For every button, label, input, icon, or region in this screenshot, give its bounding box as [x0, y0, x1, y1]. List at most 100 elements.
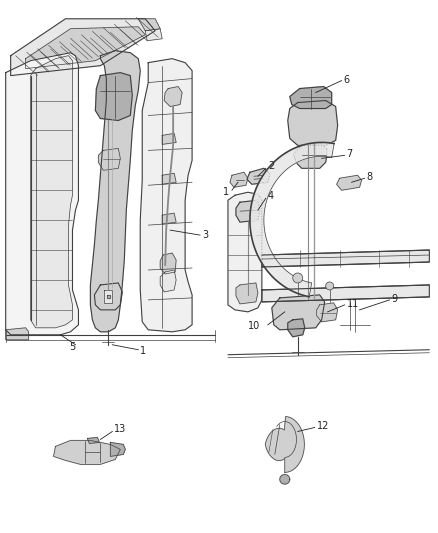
- Polygon shape: [276, 269, 286, 282]
- Polygon shape: [90, 51, 140, 332]
- Polygon shape: [110, 442, 125, 456]
- Polygon shape: [317, 142, 320, 157]
- Polygon shape: [95, 283, 122, 310]
- Polygon shape: [337, 175, 361, 190]
- Polygon shape: [268, 262, 280, 274]
- Polygon shape: [266, 260, 278, 271]
- Polygon shape: [253, 238, 267, 245]
- Polygon shape: [162, 213, 176, 224]
- Polygon shape: [261, 254, 274, 264]
- Polygon shape: [262, 285, 429, 302]
- Text: 9: 9: [392, 294, 398, 304]
- Polygon shape: [280, 474, 290, 484]
- Polygon shape: [288, 319, 305, 337]
- Polygon shape: [271, 163, 283, 175]
- Polygon shape: [228, 192, 262, 312]
- Polygon shape: [311, 143, 316, 157]
- Text: 5: 5: [69, 342, 76, 352]
- Polygon shape: [282, 154, 292, 167]
- Polygon shape: [251, 231, 265, 236]
- Polygon shape: [276, 159, 286, 172]
- Polygon shape: [267, 167, 279, 179]
- Polygon shape: [95, 72, 132, 120]
- Polygon shape: [322, 142, 325, 157]
- Polygon shape: [320, 142, 323, 156]
- Polygon shape: [262, 174, 275, 184]
- Polygon shape: [164, 86, 182, 107]
- Polygon shape: [6, 53, 78, 335]
- Polygon shape: [296, 279, 303, 294]
- Polygon shape: [307, 282, 311, 297]
- Polygon shape: [280, 155, 290, 168]
- Polygon shape: [285, 275, 294, 289]
- Polygon shape: [329, 143, 334, 157]
- Polygon shape: [251, 202, 265, 208]
- Text: 1: 1: [140, 346, 146, 356]
- Polygon shape: [6, 328, 28, 340]
- Polygon shape: [253, 196, 267, 203]
- Text: 6: 6: [343, 75, 350, 85]
- Polygon shape: [104, 290, 112, 303]
- Polygon shape: [256, 245, 269, 253]
- Polygon shape: [252, 199, 266, 205]
- Polygon shape: [314, 142, 318, 157]
- Polygon shape: [25, 27, 145, 69]
- Polygon shape: [254, 240, 268, 248]
- Polygon shape: [269, 165, 281, 176]
- Polygon shape: [270, 264, 281, 276]
- Polygon shape: [251, 205, 265, 211]
- Text: 11: 11: [346, 299, 359, 309]
- Polygon shape: [309, 143, 314, 157]
- Polygon shape: [264, 259, 277, 269]
- Polygon shape: [297, 146, 304, 160]
- Polygon shape: [290, 86, 332, 109]
- Polygon shape: [293, 279, 300, 293]
- Polygon shape: [278, 271, 289, 284]
- Polygon shape: [88, 438, 99, 443]
- Polygon shape: [298, 280, 305, 295]
- Polygon shape: [259, 252, 273, 262]
- Polygon shape: [272, 295, 325, 330]
- Polygon shape: [257, 185, 270, 193]
- Polygon shape: [250, 214, 264, 218]
- Polygon shape: [251, 228, 265, 233]
- Polygon shape: [250, 217, 264, 221]
- Polygon shape: [107, 295, 110, 298]
- Polygon shape: [262, 256, 276, 266]
- Text: 13: 13: [114, 424, 127, 434]
- Polygon shape: [258, 182, 271, 191]
- Text: 3: 3: [202, 230, 208, 240]
- Polygon shape: [295, 147, 302, 161]
- Polygon shape: [250, 223, 264, 227]
- Polygon shape: [294, 143, 328, 168]
- Polygon shape: [301, 281, 307, 295]
- Polygon shape: [283, 274, 292, 287]
- Polygon shape: [254, 193, 268, 200]
- Polygon shape: [262, 250, 429, 267]
- Text: 8: 8: [367, 172, 373, 182]
- Polygon shape: [304, 282, 309, 296]
- Polygon shape: [162, 173, 176, 184]
- Polygon shape: [257, 247, 270, 256]
- Polygon shape: [280, 272, 290, 286]
- Text: 1: 1: [223, 187, 229, 197]
- Polygon shape: [288, 101, 338, 146]
- Polygon shape: [250, 221, 264, 223]
- Polygon shape: [264, 172, 276, 182]
- Polygon shape: [254, 243, 268, 251]
- Polygon shape: [236, 200, 260, 222]
- Polygon shape: [290, 278, 298, 292]
- Polygon shape: [160, 270, 176, 292]
- Polygon shape: [300, 145, 307, 159]
- Polygon shape: [265, 417, 304, 472]
- Polygon shape: [251, 208, 265, 213]
- Polygon shape: [251, 233, 265, 239]
- Polygon shape: [287, 150, 296, 164]
- Polygon shape: [254, 190, 268, 198]
- Polygon shape: [327, 143, 331, 157]
- Text: 4: 4: [268, 191, 274, 201]
- Polygon shape: [265, 169, 278, 181]
- Polygon shape: [236, 283, 258, 304]
- Polygon shape: [278, 157, 288, 170]
- Polygon shape: [247, 168, 270, 184]
